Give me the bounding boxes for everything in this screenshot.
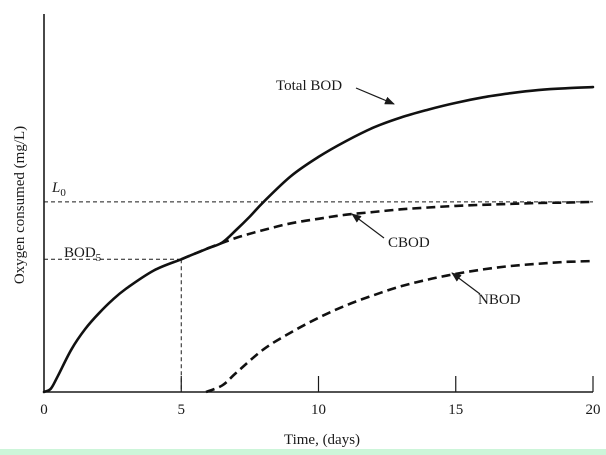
cbod-line xyxy=(180,200,594,261)
bod5-label: BOD5 xyxy=(64,245,102,264)
total-bod-line xyxy=(42,85,595,394)
cbod-arrow xyxy=(351,213,385,239)
x-axis-title: Time, (days) xyxy=(284,432,360,448)
nbod-arrow xyxy=(451,272,481,295)
total-bod-arrow xyxy=(355,87,395,105)
total-bod-annotation: Total BOD xyxy=(276,78,342,94)
x-tick-marks xyxy=(180,376,594,392)
nbod-line xyxy=(205,259,594,394)
cbod-annotation: CBOD xyxy=(388,235,430,251)
x-tick-label: 5 xyxy=(178,402,186,418)
x-tick-label: 0 xyxy=(40,402,48,418)
x-tick-label: 15 xyxy=(448,402,463,418)
nbod-annotation: NBOD xyxy=(478,292,521,308)
y-axis-title: Oxygen consumed (mg/L) xyxy=(12,126,28,284)
x-tick-label: 10 xyxy=(311,402,326,418)
x-tick-label: 20 xyxy=(586,402,601,418)
l0-label: L0 xyxy=(51,180,66,199)
bottom-strip xyxy=(0,449,606,455)
